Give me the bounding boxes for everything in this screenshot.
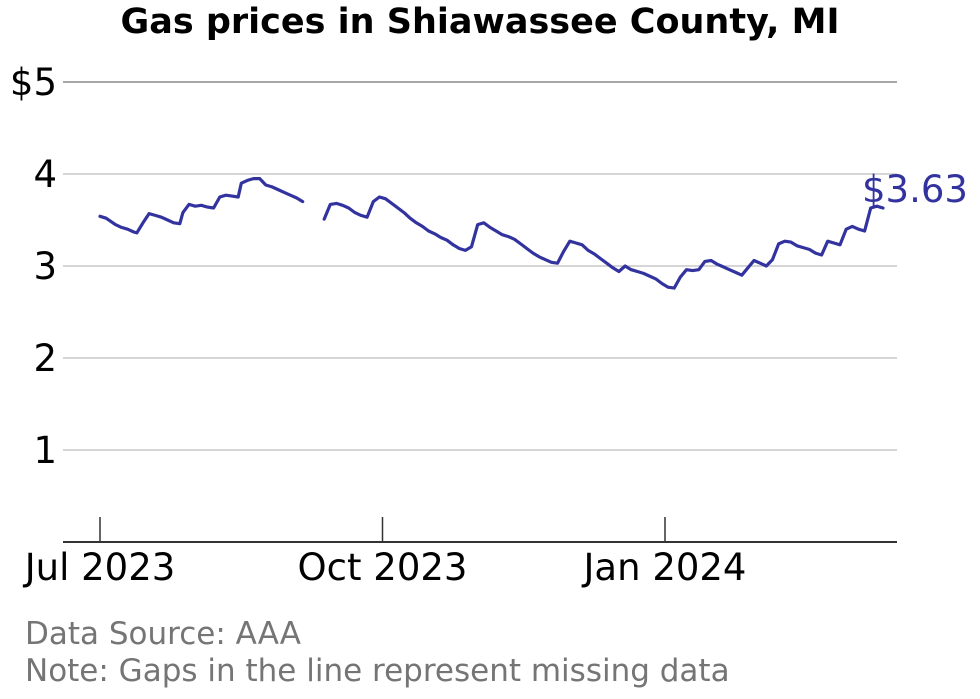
y-tick-label: $5 <box>10 61 57 104</box>
y-tick-label: 2 <box>33 337 57 380</box>
y-tick-label: 3 <box>33 245 57 288</box>
x-axis-ticks: Jul 2023 Oct 2023 Jan 2024 <box>23 517 747 589</box>
latest-price-label: $3.63 <box>862 168 968 211</box>
price-line-segment-2 <box>322 195 885 290</box>
y-axis-tick-labels: $5 4 3 2 1 <box>10 61 57 472</box>
y-tick-label: 4 <box>33 153 57 196</box>
x-tick-label: Jan 2024 <box>582 546 747 589</box>
y-tick-label: 1 <box>33 429 57 472</box>
x-tick-label: Jul 2023 <box>23 546 176 589</box>
chart-title: Gas prices in Shiawassee County, MI <box>120 2 840 42</box>
data-source-note: Data Source: AAA <box>25 616 301 652</box>
x-tick-label: Oct 2023 <box>298 546 468 589</box>
price-line-segment-1 <box>98 177 305 235</box>
gridlines <box>63 81 897 451</box>
missing-data-note: Note: Gaps in the line represent missing… <box>25 653 730 689</box>
price-series <box>98 177 885 290</box>
